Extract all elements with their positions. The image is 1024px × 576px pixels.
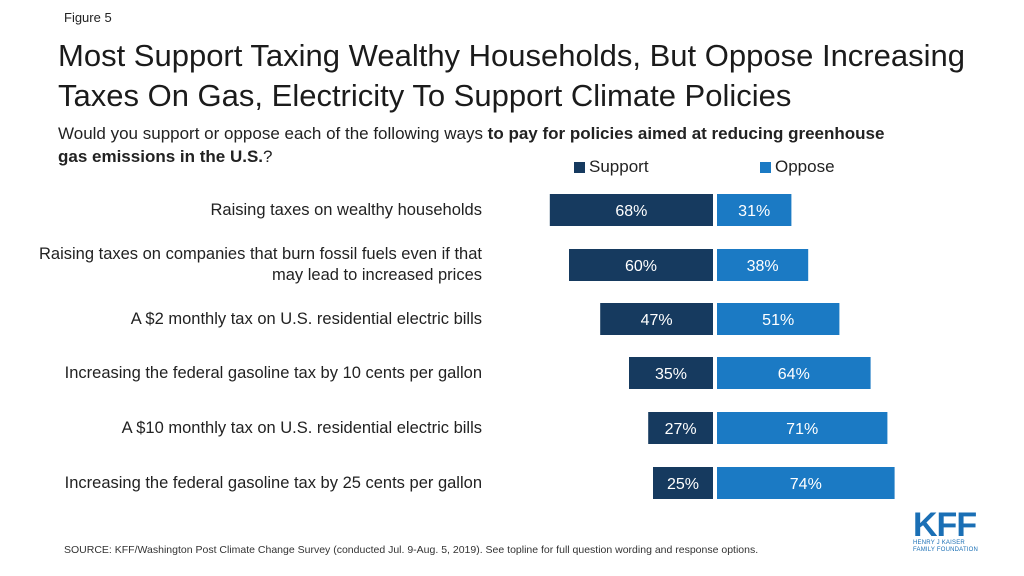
chart-subtitle: Would you support or oppose each of the …	[58, 122, 918, 168]
legend-swatch-oppose	[760, 161, 771, 173]
subtitle-bold: to pay for policies aimed at reducing gr…	[58, 124, 885, 166]
chart-title: Most Support Taxing Wealthy Households, …	[58, 38, 965, 113]
data-label-oppose: 64%	[778, 366, 810, 383]
bar-oppose	[717, 467, 895, 499]
legend-label-support: Support	[589, 157, 649, 176]
data-label-oppose: 71%	[786, 421, 818, 438]
kff-logo: KFF HENRY J KAISER FAMILY FOUNDATION	[913, 506, 993, 554]
bar-oppose	[717, 412, 888, 444]
legend-swatch-support	[574, 161, 585, 173]
category-label: A $2 monthly tax on U.S. residential ele…	[130, 309, 482, 328]
category-label: Increasing the federal gasoline tax by 1…	[64, 363, 482, 382]
source-footer: SOURCE: KFF/Washington Post Climate Chan…	[64, 544, 759, 556]
bar-support	[600, 303, 713, 335]
category-label: Raising taxes on wealthy households	[210, 200, 482, 219]
legend-item-support: Support	[574, 157, 649, 177]
category-label: Increasing the federal gasoline tax by 2…	[64, 473, 482, 492]
logo-line-2: FAMILY FOUNDATION	[913, 547, 979, 553]
data-label-oppose: 31%	[738, 203, 770, 220]
bar-support	[569, 249, 713, 281]
category-label: A $10 monthly tax on U.S. residential el…	[121, 418, 482, 437]
data-label-oppose: 51%	[762, 312, 794, 329]
data-label-oppose: 38%	[747, 258, 779, 275]
figure-label: Figure 5	[64, 10, 112, 25]
bar-support	[653, 467, 713, 499]
legend-item-oppose: Oppose	[760, 157, 835, 177]
bar-support	[549, 194, 713, 226]
data-label-oppose: 74%	[790, 476, 822, 493]
data-label-support: 47%	[641, 312, 673, 329]
category-label: Raising taxes on companies that burn fos…	[39, 245, 482, 284]
subtitle-pre: Would you support or oppose each of the …	[58, 124, 488, 143]
legend-label-oppose: Oppose	[775, 157, 835, 176]
bar-oppose	[717, 194, 792, 226]
logo-wordmark: KFF	[913, 506, 977, 544]
logo-line-1: HENRY J KAISER	[913, 540, 965, 546]
bar-support	[648, 412, 713, 444]
bar-support	[629, 357, 713, 389]
data-label-support: 68%	[615, 203, 647, 220]
data-label-support: 27%	[665, 421, 697, 438]
bar-oppose	[717, 249, 809, 281]
data-label-support: 25%	[667, 476, 699, 493]
subtitle-post: ?	[263, 147, 273, 166]
data-label-support: 35%	[655, 366, 687, 383]
bar-oppose	[717, 357, 871, 389]
bar-oppose	[717, 303, 840, 335]
data-label-support: 60%	[625, 258, 657, 275]
